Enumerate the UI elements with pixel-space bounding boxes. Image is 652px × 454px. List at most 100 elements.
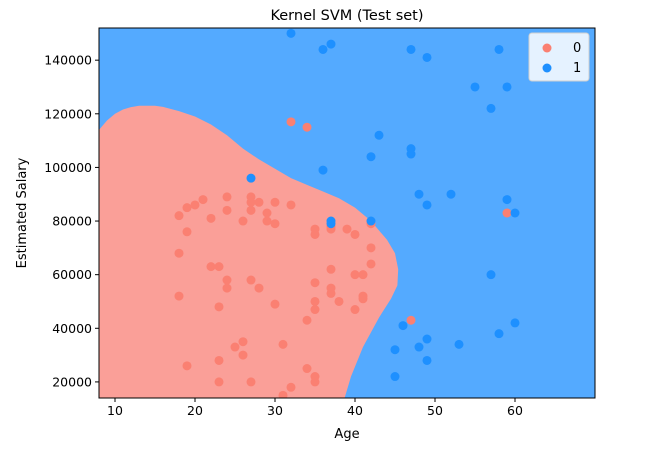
data-point-class-0 bbox=[182, 227, 192, 237]
data-point-class-0 bbox=[350, 305, 360, 315]
data-point-class-1 bbox=[366, 152, 376, 162]
data-point-class-0 bbox=[182, 361, 192, 371]
data-point-class-0 bbox=[222, 275, 232, 285]
data-point-class-1 bbox=[502, 82, 512, 92]
data-point-class-0 bbox=[406, 315, 416, 325]
plot-frame bbox=[98, 27, 596, 399]
data-point-class-1 bbox=[414, 189, 424, 199]
data-point-class-1 bbox=[510, 318, 520, 328]
data-point-class-1 bbox=[422, 200, 432, 210]
data-point-class-1 bbox=[406, 149, 416, 159]
legend-marker-0 bbox=[542, 43, 552, 53]
x-axis-label: Age bbox=[334, 427, 359, 442]
data-point-class-0 bbox=[278, 339, 288, 349]
data-point-class-1 bbox=[326, 216, 336, 226]
data-point-class-0 bbox=[278, 390, 288, 398]
data-point-class-0 bbox=[246, 377, 256, 387]
data-point-class-1 bbox=[390, 345, 400, 355]
y-tick-label: 20000 bbox=[52, 374, 92, 389]
x-tick-label: 30 bbox=[267, 403, 283, 418]
data-point-class-0 bbox=[214, 302, 224, 312]
data-point-class-1 bbox=[374, 130, 384, 140]
data-point-class-0 bbox=[222, 283, 232, 293]
y-tick-label: 140000 bbox=[44, 53, 92, 68]
points-layer bbox=[174, 28, 520, 398]
data-point-class-1 bbox=[286, 28, 296, 38]
x-tick-label: 20 bbox=[187, 403, 203, 418]
data-point-class-0 bbox=[310, 305, 320, 315]
legend-label-1: 1 bbox=[573, 61, 581, 76]
data-point-class-0 bbox=[246, 275, 256, 285]
data-point-class-0 bbox=[310, 278, 320, 288]
data-point-class-1 bbox=[318, 165, 328, 175]
data-point-class-0 bbox=[262, 208, 272, 218]
data-point-class-1 bbox=[406, 44, 416, 54]
data-point-class-0 bbox=[310, 377, 320, 387]
data-point-class-0 bbox=[174, 211, 184, 221]
data-point-class-1 bbox=[246, 173, 256, 183]
data-point-class-0 bbox=[342, 224, 352, 234]
data-point-class-0 bbox=[350, 229, 360, 239]
data-point-class-0 bbox=[230, 342, 240, 352]
legend: 0 1 bbox=[528, 32, 590, 82]
data-point-class-0 bbox=[246, 205, 256, 215]
data-point-class-0 bbox=[222, 192, 232, 202]
data-point-class-1 bbox=[366, 216, 376, 226]
data-point-class-0 bbox=[270, 197, 280, 207]
data-point-class-0 bbox=[302, 315, 312, 325]
legend-label-0: 0 bbox=[573, 41, 581, 56]
x-tick-label: 10 bbox=[107, 403, 123, 418]
data-point-class-1 bbox=[422, 334, 432, 344]
data-point-class-0 bbox=[366, 259, 376, 269]
data-point-class-1 bbox=[494, 44, 504, 54]
data-point-class-0 bbox=[334, 296, 344, 306]
data-point-class-1 bbox=[422, 355, 432, 365]
data-point-class-0 bbox=[182, 203, 192, 213]
data-point-class-0 bbox=[286, 382, 296, 392]
data-point-class-0 bbox=[214, 262, 224, 272]
data-point-class-1 bbox=[494, 329, 504, 339]
data-point-class-0 bbox=[270, 219, 280, 229]
data-point-class-0 bbox=[238, 216, 248, 226]
y-tick-label: 80000 bbox=[52, 214, 92, 229]
data-point-class-0 bbox=[326, 288, 336, 298]
data-point-class-0 bbox=[214, 355, 224, 365]
data-point-class-0 bbox=[174, 248, 184, 258]
data-point-class-0 bbox=[238, 337, 248, 347]
data-point-class-0 bbox=[310, 296, 320, 306]
data-point-class-1 bbox=[502, 195, 512, 205]
axes-layer: 10 20 30 40 50 60 20000 40000 60000 80000 100000 12… bbox=[44, 53, 523, 418]
data-point-class-0 bbox=[366, 243, 376, 253]
data-point-class-1 bbox=[470, 82, 480, 92]
data-point-class-0 bbox=[310, 229, 320, 239]
data-point-class-1 bbox=[414, 342, 424, 352]
data-point-class-1 bbox=[486, 270, 496, 280]
data-point-class-0 bbox=[286, 200, 296, 210]
data-point-class-0 bbox=[222, 205, 232, 215]
data-point-class-1 bbox=[486, 103, 496, 113]
data-point-class-0 bbox=[502, 208, 512, 218]
y-axis-label: Estimated Salary bbox=[15, 157, 30, 268]
data-point-class-0 bbox=[302, 122, 312, 132]
y-tick-label: 60000 bbox=[52, 267, 92, 282]
data-point-class-0 bbox=[270, 299, 280, 309]
data-point-class-0 bbox=[302, 364, 312, 374]
y-tick-label: 40000 bbox=[52, 321, 92, 336]
data-point-class-0 bbox=[254, 197, 264, 207]
data-point-class-0 bbox=[358, 270, 368, 280]
data-point-class-1 bbox=[398, 321, 408, 331]
data-point-class-0 bbox=[174, 291, 184, 301]
data-point-class-1 bbox=[454, 339, 464, 349]
data-point-class-0 bbox=[326, 264, 336, 274]
data-point-class-1 bbox=[326, 39, 336, 49]
data-point-class-1 bbox=[510, 208, 520, 218]
data-point-class-1 bbox=[318, 44, 328, 54]
y-tick-label: 100000 bbox=[44, 160, 92, 175]
x-tick-label: 60 bbox=[507, 403, 523, 418]
decision-region-0 bbox=[99, 105, 399, 398]
x-tick-label: 50 bbox=[427, 403, 443, 418]
x-tick-label: 40 bbox=[347, 403, 363, 418]
data-point-class-0 bbox=[350, 270, 360, 280]
